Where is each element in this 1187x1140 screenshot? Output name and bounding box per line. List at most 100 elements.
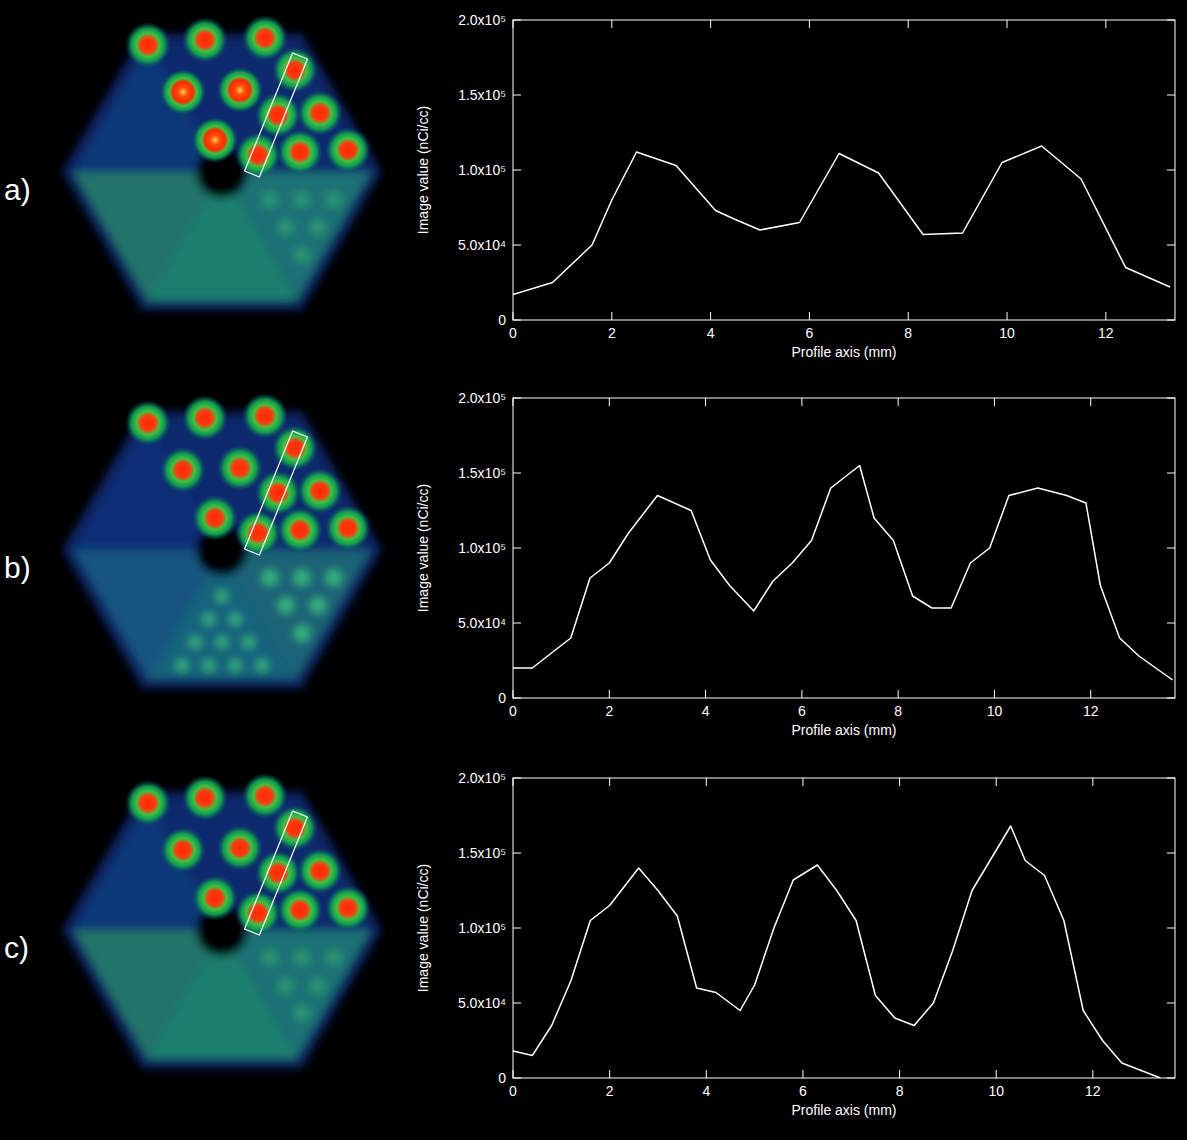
y-tick-label: 1.5x10⁵ xyxy=(458,465,506,481)
phantom-blur xyxy=(62,791,382,1068)
y-tick xyxy=(513,95,521,96)
x-tick-top xyxy=(705,398,706,406)
x-tick xyxy=(609,690,610,698)
y-tick xyxy=(513,1078,521,1079)
y-tick xyxy=(513,778,521,779)
profile-line xyxy=(513,826,1161,1078)
small-rod xyxy=(294,192,310,208)
x-tick-label: 0 xyxy=(509,1083,517,1099)
large-rod xyxy=(182,775,228,821)
x-tick xyxy=(801,690,802,698)
small-rod xyxy=(310,977,326,993)
x-tick-label: 8 xyxy=(896,1083,904,1099)
large-rod xyxy=(217,445,263,491)
x-tick-label: 10 xyxy=(988,1083,1004,1099)
y-tick-right xyxy=(1167,928,1175,929)
x-tick-label: 6 xyxy=(806,325,814,341)
x-tick-top xyxy=(1092,778,1093,786)
y-tick-label: 5.0x10⁴ xyxy=(458,995,506,1011)
x-axis-title: Profile axis (mm) xyxy=(791,722,896,738)
phantom-blur xyxy=(62,33,382,310)
large-rod xyxy=(125,780,171,826)
x-tick-top xyxy=(809,20,810,28)
large-rod xyxy=(217,67,263,113)
y-tick-right xyxy=(1167,95,1175,96)
x-tick xyxy=(609,1070,610,1078)
plot-frame xyxy=(513,20,1175,320)
y-tick xyxy=(513,1003,521,1004)
y-tick-right xyxy=(1167,170,1175,171)
small-rod xyxy=(310,219,326,235)
y-tick-right xyxy=(1167,1078,1175,1079)
x-tick xyxy=(809,312,810,320)
x-tick-label: 6 xyxy=(798,703,806,719)
chart: 02468101205.0x10⁴1.0x10⁵1.5x10⁵2.0x10⁵Pr… xyxy=(415,390,1175,738)
x-tick xyxy=(1105,312,1106,320)
small-rod xyxy=(326,192,342,208)
data-group xyxy=(513,826,1161,1078)
y-tick-right xyxy=(1167,398,1175,399)
phantom-body xyxy=(62,411,382,688)
phantom-body xyxy=(62,33,382,310)
small-rod xyxy=(216,590,228,602)
small-rod xyxy=(216,636,228,648)
x-tick xyxy=(706,1070,707,1078)
x-tick-label: 8 xyxy=(904,325,912,341)
y-tick-label: 5.0x10⁴ xyxy=(458,615,506,631)
x-tick xyxy=(513,312,514,320)
phantom-sector xyxy=(73,930,222,1059)
x-tick-label: 2 xyxy=(606,1083,614,1099)
row: c)02468101205.0x10⁴1.0x10⁵1.5x10⁵2.0x10⁵… xyxy=(4,770,1175,1118)
image-panel xyxy=(62,15,382,311)
large-rod xyxy=(125,400,171,446)
phantom-sector xyxy=(73,550,222,679)
y-tick xyxy=(513,698,521,699)
y-tick-right xyxy=(1167,245,1175,246)
large-rod xyxy=(192,495,238,541)
figure: a)02468101205.0x10⁴1.0x10⁵1.5x10⁵2.0x10⁵… xyxy=(0,0,1187,1140)
x-tick-top xyxy=(899,778,900,786)
y-axis-title: Image value (nCi/cc) xyxy=(415,484,431,612)
small-rod xyxy=(262,950,278,966)
y-tick-label: 0 xyxy=(498,690,506,706)
y-tick-right xyxy=(1167,623,1175,624)
x-tick-top xyxy=(609,778,610,786)
large-rod xyxy=(160,827,206,873)
y-tick xyxy=(513,928,521,929)
large-rod xyxy=(277,887,323,933)
x-tick-top xyxy=(994,398,995,406)
x-tick-label: 2 xyxy=(605,703,613,719)
x-tick-top xyxy=(996,778,997,786)
y-tick-right xyxy=(1167,20,1175,21)
y-tick xyxy=(513,853,521,854)
profile-line xyxy=(513,466,1173,681)
small-rod xyxy=(278,597,294,613)
x-tick-top xyxy=(802,778,803,786)
x-tick-top xyxy=(513,778,514,786)
small-rod xyxy=(203,613,215,625)
small-rod xyxy=(262,570,278,586)
x-tick-top xyxy=(1090,398,1091,406)
x-tick xyxy=(705,690,706,698)
small-rod xyxy=(203,659,215,671)
x-tick-label: 2 xyxy=(608,325,616,341)
large-rod xyxy=(277,507,323,553)
large-rod xyxy=(325,505,371,551)
y-tick-label: 2.0x10⁵ xyxy=(458,390,506,406)
x-tick xyxy=(898,690,899,698)
small-rod xyxy=(294,625,310,641)
y-tick-label: 1.0x10⁵ xyxy=(458,162,506,178)
large-rod xyxy=(297,90,343,136)
x-tick-top xyxy=(908,20,909,28)
panel-label: a) xyxy=(4,173,31,206)
x-tick xyxy=(802,1070,803,1078)
large-rod xyxy=(125,22,171,68)
x-tick-top xyxy=(801,398,802,406)
x-tick-label: 6 xyxy=(799,1083,807,1099)
x-tick xyxy=(994,690,995,698)
y-tick-label: 0 xyxy=(498,312,506,328)
large-rod xyxy=(297,468,343,514)
large-rod xyxy=(192,117,238,163)
x-tick-top xyxy=(513,398,514,406)
x-tick xyxy=(710,312,711,320)
